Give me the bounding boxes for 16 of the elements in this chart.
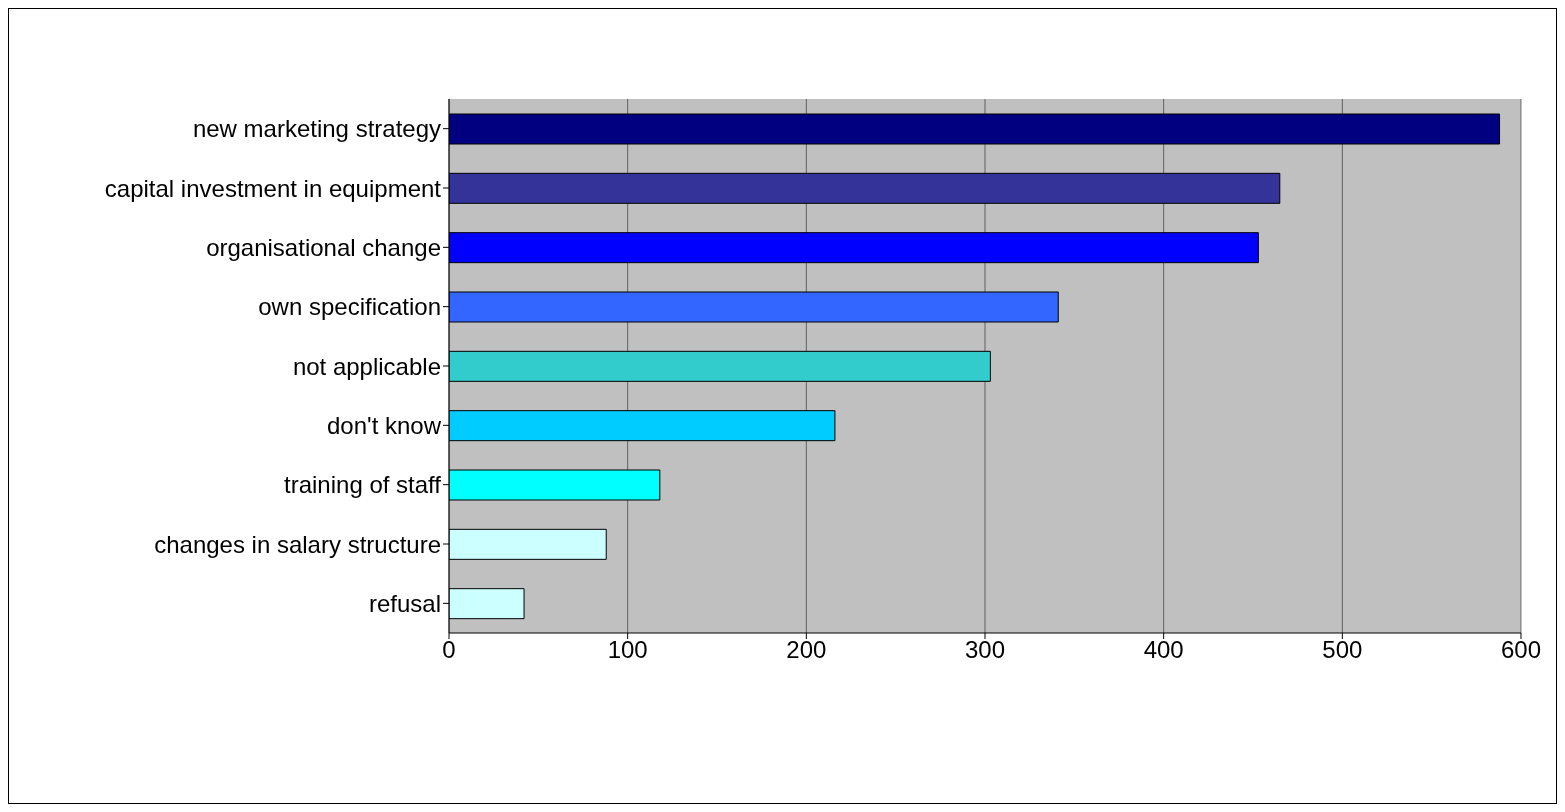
y-tick-label: don't know <box>327 411 442 439</box>
x-tick-label: 200 <box>786 636 827 664</box>
y-tick-label: not applicable <box>292 352 441 380</box>
x-tick-label: 300 <box>964 636 1006 664</box>
y-tick-label: organisational change <box>206 233 441 261</box>
y-tick-label: changes in salary structure <box>154 530 441 558</box>
x-tick-label: 400 <box>1143 636 1184 664</box>
y-tick-label: refusal <box>368 589 441 617</box>
y-tick-label: training of staff <box>284 471 442 499</box>
y-tick-label: new marketing strategy <box>192 115 441 143</box>
x-tick-label: 100 <box>607 636 648 664</box>
y-tick-label: capital investment in equipment <box>104 174 442 202</box>
x-tick-label: 0 <box>442 636 456 664</box>
x-tick-label: 500 <box>1322 636 1363 664</box>
x-tick-label: 600 <box>1500 636 1542 664</box>
y-tick-label: own specification <box>258 293 441 321</box>
